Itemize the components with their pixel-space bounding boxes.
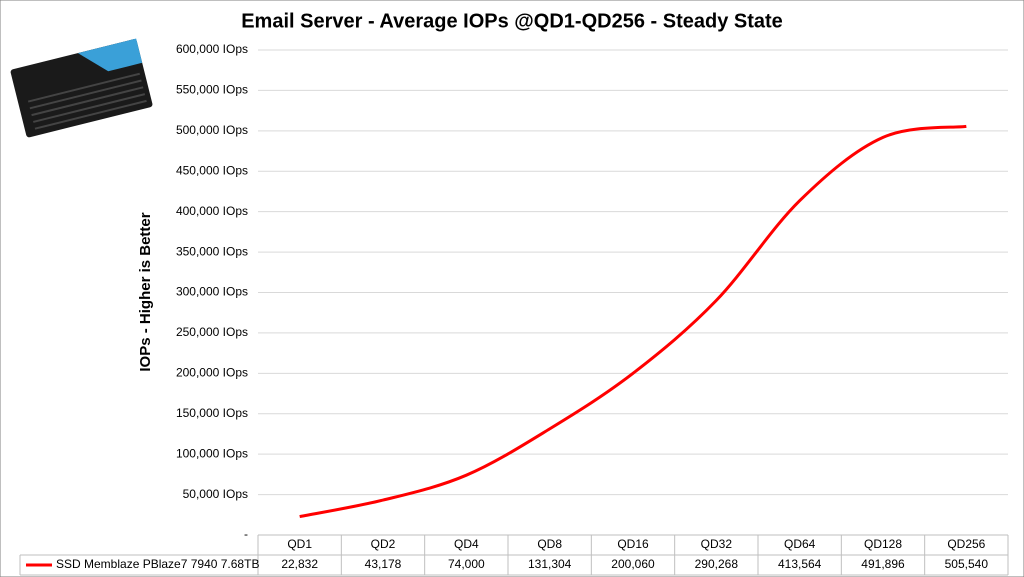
x-tick-label: QD32	[701, 537, 733, 551]
x-tick-label: QD4	[454, 537, 479, 551]
x-tick-label: QD2	[371, 537, 396, 551]
x-tick-label: QD8	[537, 537, 562, 551]
y-tick-label: 400,000 IOps	[176, 204, 248, 218]
y-tick-label: -	[244, 527, 248, 541]
chart-title: Email Server - Average IOPs @QD1-QD256 -…	[241, 10, 783, 32]
y-tick-label: 150,000 IOps	[176, 406, 248, 420]
ssd-photo	[10, 38, 153, 138]
table-value: 200,060	[611, 557, 655, 571]
y-axis-title: IOPs - Higher is Better	[137, 212, 154, 371]
y-tick-label: 300,000 IOps	[176, 285, 248, 299]
y-tick-label: 350,000 IOps	[176, 244, 248, 258]
x-tick-label: QD128	[864, 537, 902, 551]
legend-label: SSD Memblaze PBlaze7 7940 7.68TB	[56, 557, 259, 571]
y-tick-label: 50,000 IOps	[183, 487, 248, 501]
y-tick-label: 450,000 IOps	[176, 163, 248, 177]
y-tick-label: 200,000 IOps	[176, 366, 248, 380]
table-value: 491,896	[861, 557, 905, 571]
table-value: 290,268	[695, 557, 739, 571]
x-tick-label: QD256	[947, 537, 985, 551]
x-tick-label: QD1	[287, 537, 312, 551]
y-tick-label: 550,000 IOps	[176, 83, 248, 97]
table-value: 131,304	[528, 557, 572, 571]
y-tick-label: 100,000 IOps	[176, 446, 248, 460]
y-tick-label: 500,000 IOps	[176, 123, 248, 137]
x-tick-label: QD64	[784, 537, 816, 551]
table-value: 74,000	[448, 557, 485, 571]
y-tick-label: 600,000 IOps	[176, 42, 248, 56]
table-value: 505,540	[945, 557, 989, 571]
table-value: 43,178	[365, 557, 402, 571]
y-tick-label: 250,000 IOps	[176, 325, 248, 339]
table-value: 22,832	[281, 557, 318, 571]
table-value: 413,564	[778, 557, 822, 571]
series-line	[299, 124, 967, 519]
x-tick-label: QD16	[617, 537, 649, 551]
